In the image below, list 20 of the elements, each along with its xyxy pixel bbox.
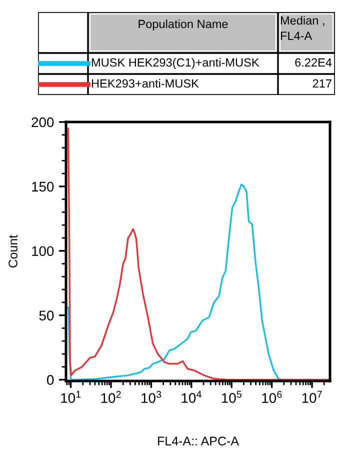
x-tick-label: 10$^{1}$ — [61, 390, 81, 403]
x-tick-label: 10$^{5}$ — [222, 390, 242, 403]
y-tick-label: 200 — [32, 117, 54, 128]
x-tick-label: 10$^{2}$ — [101, 390, 121, 403]
x-tick-label: 10$^{4}$ — [182, 390, 202, 403]
x-axis-title: FL4-A:: APC-A — [158, 436, 239, 446]
text: Median , FL4-A — [280, 16, 324, 40]
legend-label: MUSK HEK293(C1)+anti-MUSK — [92, 58, 260, 69]
y-tick-label: 50 — [39, 310, 54, 320]
text: 217 — [312, 79, 332, 88]
legend-label: HEK293+anti-MUSK — [92, 79, 199, 88]
y-axis-title: Count — [8, 234, 18, 268]
y-tick-label: 100 — [32, 246, 54, 256]
x-tick-label: 10$^{6}$ — [262, 390, 282, 403]
y-tick-label: 0 — [47, 375, 54, 385]
legend-title: Population Name — [138, 20, 228, 30]
x-tick-label: 10$^{7}$ — [302, 390, 322, 403]
y-tick-label: 150 — [32, 182, 54, 192]
x-tick-label: 10$^{3}$ — [142, 390, 162, 403]
text: 6.22E4 — [295, 58, 332, 67]
